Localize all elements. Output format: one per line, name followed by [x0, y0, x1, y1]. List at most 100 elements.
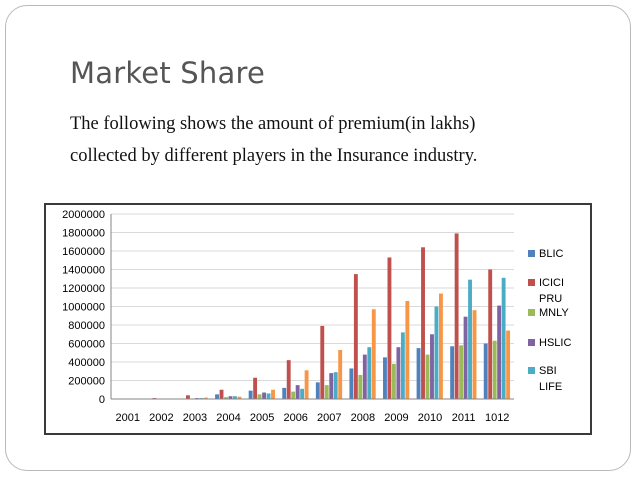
legend-label: SBI [539, 365, 557, 377]
chart-container: 2000000 1800000 1600000 1400000 1200000 10000… [44, 203, 592, 435]
bars-layer [114, 233, 511, 399]
y-tick-label: 200000 [68, 376, 105, 388]
slide-title: Market Share [70, 56, 265, 90]
bar [383, 357, 387, 399]
x-tick-label: 2009 [384, 412, 408, 424]
x-tick-label: 2005 [250, 412, 274, 424]
bar [454, 233, 459, 399]
y-tick-label: 1600000 [62, 246, 105, 258]
bar [338, 349, 343, 399]
bar [387, 257, 392, 399]
bar [329, 373, 334, 399]
y-tick-label: 1000000 [62, 302, 105, 314]
bar [215, 394, 219, 399]
y-tick-label: 0 [99, 394, 105, 406]
axis-layer: 2000000180000016000001400000120000010000… [62, 209, 514, 424]
bar [371, 309, 376, 399]
bar [416, 348, 421, 399]
legend-layer: BLIC ICICI PRU MNLY HSLIC SBI LIFE [528, 248, 571, 393]
bar [396, 347, 401, 399]
bar [450, 346, 455, 399]
bar [506, 330, 511, 399]
y-tick-label: 1400000 [62, 265, 105, 277]
y-tick-label: 600000 [68, 339, 105, 351]
bar [497, 305, 502, 399]
subtitle-line-1: The following shows the amount of premiu… [70, 114, 476, 134]
legend-label: BLIC [539, 248, 564, 260]
legend-swatch [528, 309, 535, 316]
legend-label: PRU [539, 293, 562, 305]
x-tick-label: 2008 [351, 412, 375, 424]
bar [349, 368, 354, 399]
bar [262, 392, 267, 399]
bar [459, 345, 464, 399]
x-tick-label: 1012 [485, 412, 509, 424]
x-tick-label: 2007 [317, 412, 341, 424]
bar [228, 396, 233, 399]
bar [391, 363, 396, 399]
bar [248, 390, 253, 399]
legend-swatch [528, 279, 535, 286]
bar [286, 360, 291, 399]
bar [320, 325, 325, 399]
x-tick-label: 2006 [283, 412, 307, 424]
subtitle-line-2: collected by different players in the In… [70, 146, 478, 166]
x-tick-label: 2004 [216, 412, 240, 424]
premium-bar-chart: 2000000180000016000001400000120000010000… [62, 209, 571, 424]
bar [430, 334, 434, 399]
legend-swatch [528, 250, 535, 257]
bar [400, 332, 405, 399]
bar [300, 388, 305, 399]
bar [492, 340, 497, 399]
bar [291, 391, 296, 399]
bar [237, 396, 242, 399]
bar [463, 316, 468, 399]
bar [468, 279, 472, 399]
slide-subtitle: The following shows the amount of premiu… [70, 108, 590, 172]
legend-label: ICICI [539, 277, 564, 289]
y-tick-label: 800000 [68, 320, 105, 332]
bar [186, 395, 190, 399]
legend-label: LIFE [539, 381, 562, 393]
bar [483, 343, 488, 399]
bar [219, 389, 224, 399]
x-tick-label: 2011 [452, 412, 476, 424]
bar [488, 269, 493, 399]
bar [421, 247, 425, 399]
bar [362, 354, 367, 399]
legend-swatch [528, 339, 535, 346]
bar [425, 354, 430, 399]
bar [233, 396, 237, 399]
legend-label: MNLY [539, 307, 569, 319]
x-tick-label: 2002 [149, 412, 173, 424]
x-tick-label: 2003 [183, 412, 207, 424]
bar [224, 397, 228, 399]
bar [434, 306, 439, 399]
bar [472, 310, 477, 399]
y-tick-label: 400000 [68, 357, 105, 369]
bar [501, 277, 506, 399]
y-tick-label: 1800000 [62, 228, 105, 240]
bar [203, 397, 208, 399]
bar [367, 347, 372, 399]
bar [271, 389, 275, 399]
bar [295, 385, 300, 399]
legend-label: HSLIC [539, 337, 571, 349]
bar [253, 377, 258, 399]
bar [353, 274, 358, 399]
bar [358, 374, 363, 399]
bar [257, 394, 262, 399]
x-tick-label: 2010 [418, 412, 442, 424]
bar [304, 370, 309, 399]
legend-swatch [528, 367, 535, 374]
y-tick-label: 2000000 [62, 209, 105, 221]
bar [282, 387, 287, 399]
bar [438, 293, 443, 399]
bar [266, 393, 271, 399]
bar [405, 300, 410, 399]
bar [333, 372, 338, 399]
grid-layer [111, 213, 514, 400]
bar [324, 385, 329, 399]
x-tick-label: 2001 [116, 412, 140, 424]
bar [315, 382, 320, 399]
